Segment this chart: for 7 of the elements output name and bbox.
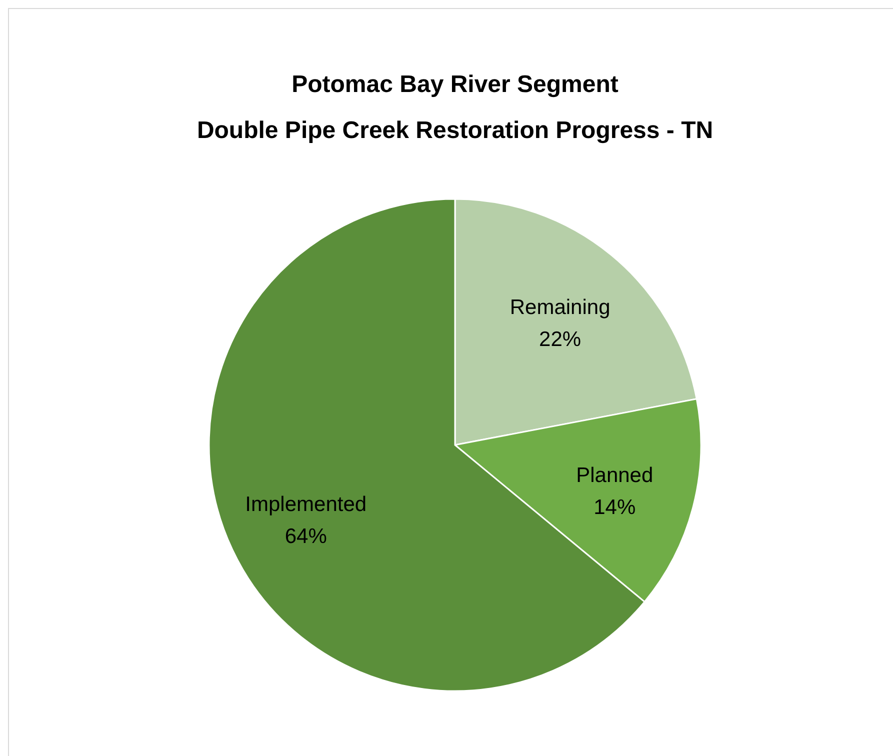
slice-label: Planned (576, 464, 654, 487)
data-label: 22% (539, 328, 582, 352)
data-label: 14% (594, 496, 636, 519)
data-label: 64% (284, 525, 327, 548)
slice-label: Implemented (245, 493, 367, 516)
slice-label: Remaining (510, 296, 610, 320)
chart-title: Potomac Bay River Segment Double Pipe Creek Restoration Progress - TN (196, 71, 714, 144)
